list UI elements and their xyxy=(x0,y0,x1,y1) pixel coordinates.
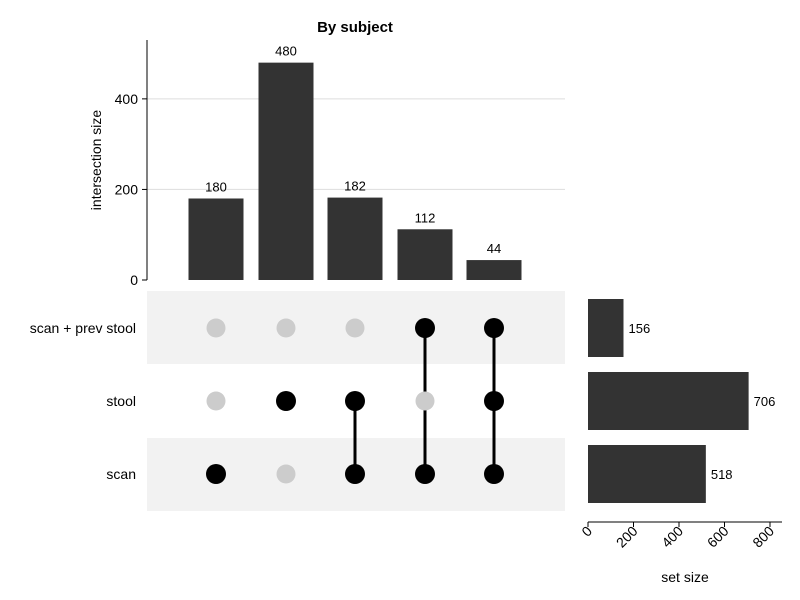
x-tick-label: 800 xyxy=(749,523,777,551)
set-size-x-axis-label: set size xyxy=(661,569,709,585)
membership-dot-active xyxy=(484,391,504,411)
x-tick-label: 200 xyxy=(613,523,641,551)
set-size-bar xyxy=(588,445,706,503)
x-tick-label: 400 xyxy=(658,523,686,551)
y-tick-label: 200 xyxy=(115,181,139,197)
set-name-label: stool xyxy=(106,393,136,409)
intersection-bar-label: 182 xyxy=(344,179,366,194)
y-tick-label: 400 xyxy=(115,91,139,107)
membership-dot-inactive xyxy=(276,318,296,338)
membership-dot-active xyxy=(484,318,504,338)
intersection-bar xyxy=(397,229,453,280)
membership-dot-active xyxy=(276,391,296,411)
intersection-bar xyxy=(466,260,522,280)
set-size-bar-label: 706 xyxy=(754,394,776,409)
membership-matrix: scan + prev stool stool scan xyxy=(30,318,504,484)
membership-dot-active xyxy=(345,464,365,484)
intersection-bar-label: 112 xyxy=(415,210,436,225)
set-size-bar xyxy=(588,372,749,430)
x-tick-label: 600 xyxy=(704,523,732,551)
chart-title: By subject xyxy=(317,19,393,36)
set-size-bars: 156 706 518 0 200 400 600 800 xyxy=(578,299,782,551)
membership-dot-inactive xyxy=(276,464,296,484)
membership-dot-inactive xyxy=(206,318,226,338)
membership-dot-active xyxy=(206,464,226,484)
membership-dot-inactive xyxy=(415,391,435,411)
axes: 0 200 400 xyxy=(115,40,148,288)
intersection-grid xyxy=(147,98,565,190)
membership-dot-active xyxy=(345,391,365,411)
intersection-bars: 180 480 182 112 44 xyxy=(188,44,522,280)
set-name-label: scan + prev stool xyxy=(30,320,136,336)
intersection-bar-label: 480 xyxy=(275,44,297,59)
intersection-bar xyxy=(327,197,383,280)
intersection-y-axis-label: intersection size xyxy=(88,110,104,211)
membership-dot-inactive xyxy=(206,391,226,411)
x-tick-label: 0 xyxy=(578,523,595,540)
intersection-bar-label: 180 xyxy=(205,179,227,194)
membership-dot-inactive xyxy=(345,318,365,338)
set-name-label: scan xyxy=(106,466,136,482)
set-size-bar-label: 156 xyxy=(628,321,650,336)
intersection-bar-label: 44 xyxy=(487,241,501,256)
intersection-bar xyxy=(188,198,244,280)
y-tick-label: 0 xyxy=(130,272,138,288)
intersection-bar xyxy=(258,62,314,280)
membership-dot-active xyxy=(415,318,435,338)
set-size-bar xyxy=(588,299,624,357)
set-size-bar-label: 518 xyxy=(711,467,733,482)
membership-dot-active xyxy=(484,464,504,484)
membership-dot-active xyxy=(415,464,435,484)
